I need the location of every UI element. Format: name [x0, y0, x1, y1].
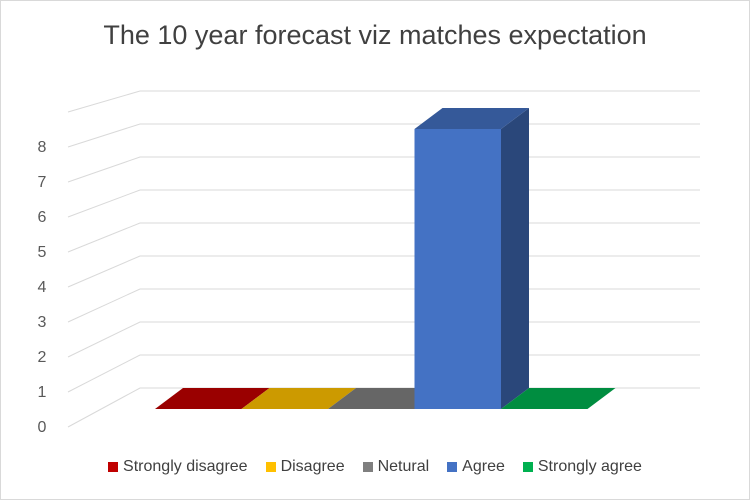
y-tick-label: 3	[38, 314, 47, 331]
gridline	[67, 189, 700, 218]
legend-item: Strongly agree	[522, 458, 642, 476]
legend-label: Agree	[462, 458, 505, 475]
legend-swatch	[265, 462, 276, 472]
gridline	[67, 123, 700, 148]
y-tick-label: 5	[38, 244, 47, 261]
bar-front	[414, 129, 501, 409]
legend-item: Strongly disagree	[108, 458, 248, 476]
gridline	[67, 255, 700, 288]
legend-item: Agree	[447, 458, 505, 476]
y-tick-label: 6	[38, 209, 47, 226]
bar-top	[328, 388, 443, 409]
legend-swatch	[108, 462, 119, 472]
legend-label: Disagree	[280, 458, 345, 475]
legend-item: Netural	[362, 458, 430, 476]
bar-top	[501, 388, 616, 409]
bar-top	[414, 108, 529, 129]
legend: Strongly disagree Disagree Netural Agree Str…	[0, 458, 750, 476]
bar-side	[501, 108, 529, 409]
legend-label: Strongly agree	[537, 458, 642, 475]
legend-item: Disagree	[265, 458, 345, 476]
gridline	[67, 90, 700, 113]
chart-title: The 10 year forecast viz matches expecta…	[103, 20, 647, 50]
gridline	[67, 222, 700, 253]
gridline	[67, 321, 700, 358]
legend-label: Strongly disagree	[123, 458, 248, 475]
gridline	[67, 156, 700, 183]
legend-swatch	[522, 462, 533, 472]
y-tick-label: 7	[38, 174, 47, 191]
gridline	[67, 288, 700, 323]
y-tick-label: 0	[38, 419, 47, 436]
y-tick-label: 8	[38, 139, 47, 156]
legend-swatch	[362, 462, 373, 472]
legend-swatch	[447, 462, 458, 472]
y-tick-label: 2	[38, 349, 47, 366]
gridline	[67, 354, 700, 393]
y-tick-label: 1	[38, 384, 47, 401]
legend-label: Netural	[377, 458, 430, 475]
bar-top	[241, 388, 356, 409]
y-tick-label: 4	[38, 279, 47, 296]
bar-top	[155, 388, 270, 409]
